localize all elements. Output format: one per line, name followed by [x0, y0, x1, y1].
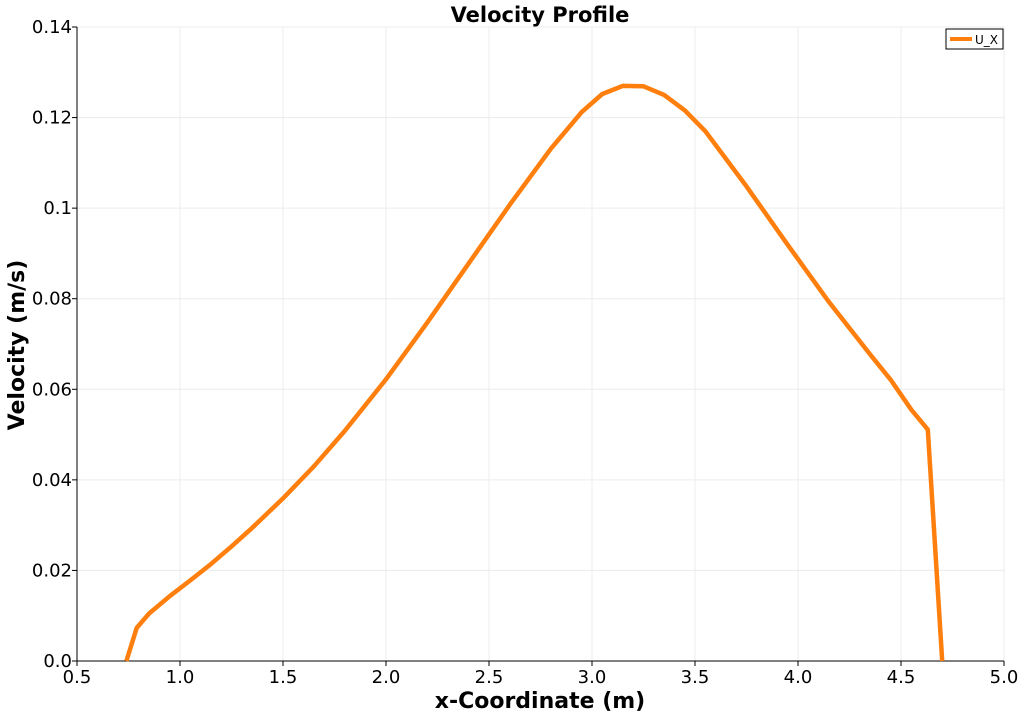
x-tick-label: 2.5 — [475, 667, 504, 688]
chart-title: Velocity Profile — [451, 3, 630, 27]
tick-labels: 0.5 1.0 1.5 2.0 2.5 3.0 3.5 4.0 4.5 5.0 0.0 0.02 0.0… — [32, 17, 1018, 688]
y-tick-label: 0.08 — [32, 289, 72, 310]
y-tick-label: 0.0 — [43, 651, 72, 672]
x-tick-label: 1.0 — [166, 667, 195, 688]
x-tick-label: 4.0 — [784, 667, 813, 688]
x-tick-label: 4.5 — [887, 667, 916, 688]
series-lines — [124, 83, 945, 662]
x-tick-label: 5.0 — [990, 667, 1019, 688]
y-tick-label: 0.1 — [43, 198, 72, 219]
series-line-u-x — [124, 83, 945, 662]
y-tick-label: 0.02 — [32, 560, 72, 581]
x-tick-label: 0.5 — [63, 667, 92, 688]
legend-box — [945, 28, 1004, 50]
x-tick-label: 1.5 — [269, 667, 298, 688]
y-tick-label: 0.12 — [32, 108, 72, 129]
y-tick-label: 0.14 — [32, 17, 72, 38]
x-tick-label: 2.0 — [372, 667, 401, 688]
legend: U_X — [945, 28, 1004, 50]
y-tick-label: 0.04 — [32, 470, 72, 491]
x-axis-label: x-Coordinate (m) — [435, 689, 645, 714]
axes — [72, 26, 1005, 666]
x-tick-label: 3.0 — [578, 667, 607, 688]
y-tick-label: 0.06 — [32, 379, 72, 400]
grid-lines — [76, 26, 1005, 662]
legend-label-u-x: U_X — [975, 33, 998, 47]
x-tick-label: 3.5 — [681, 667, 710, 688]
y-axis-label: Velocity (m/s) — [5, 260, 30, 431]
